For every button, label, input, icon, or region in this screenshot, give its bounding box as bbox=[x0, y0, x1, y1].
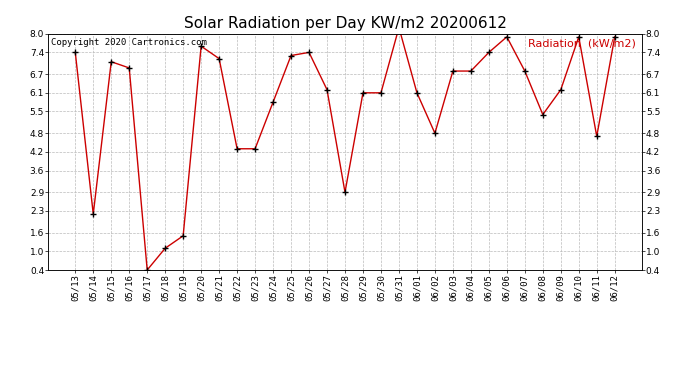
Title: Solar Radiation per Day KW/m2 20200612: Solar Radiation per Day KW/m2 20200612 bbox=[184, 16, 506, 31]
Text: Copyright 2020 Cartronics.com: Copyright 2020 Cartronics.com bbox=[51, 39, 207, 48]
Text: Radiation  (kW/m2): Radiation (kW/m2) bbox=[528, 39, 635, 48]
